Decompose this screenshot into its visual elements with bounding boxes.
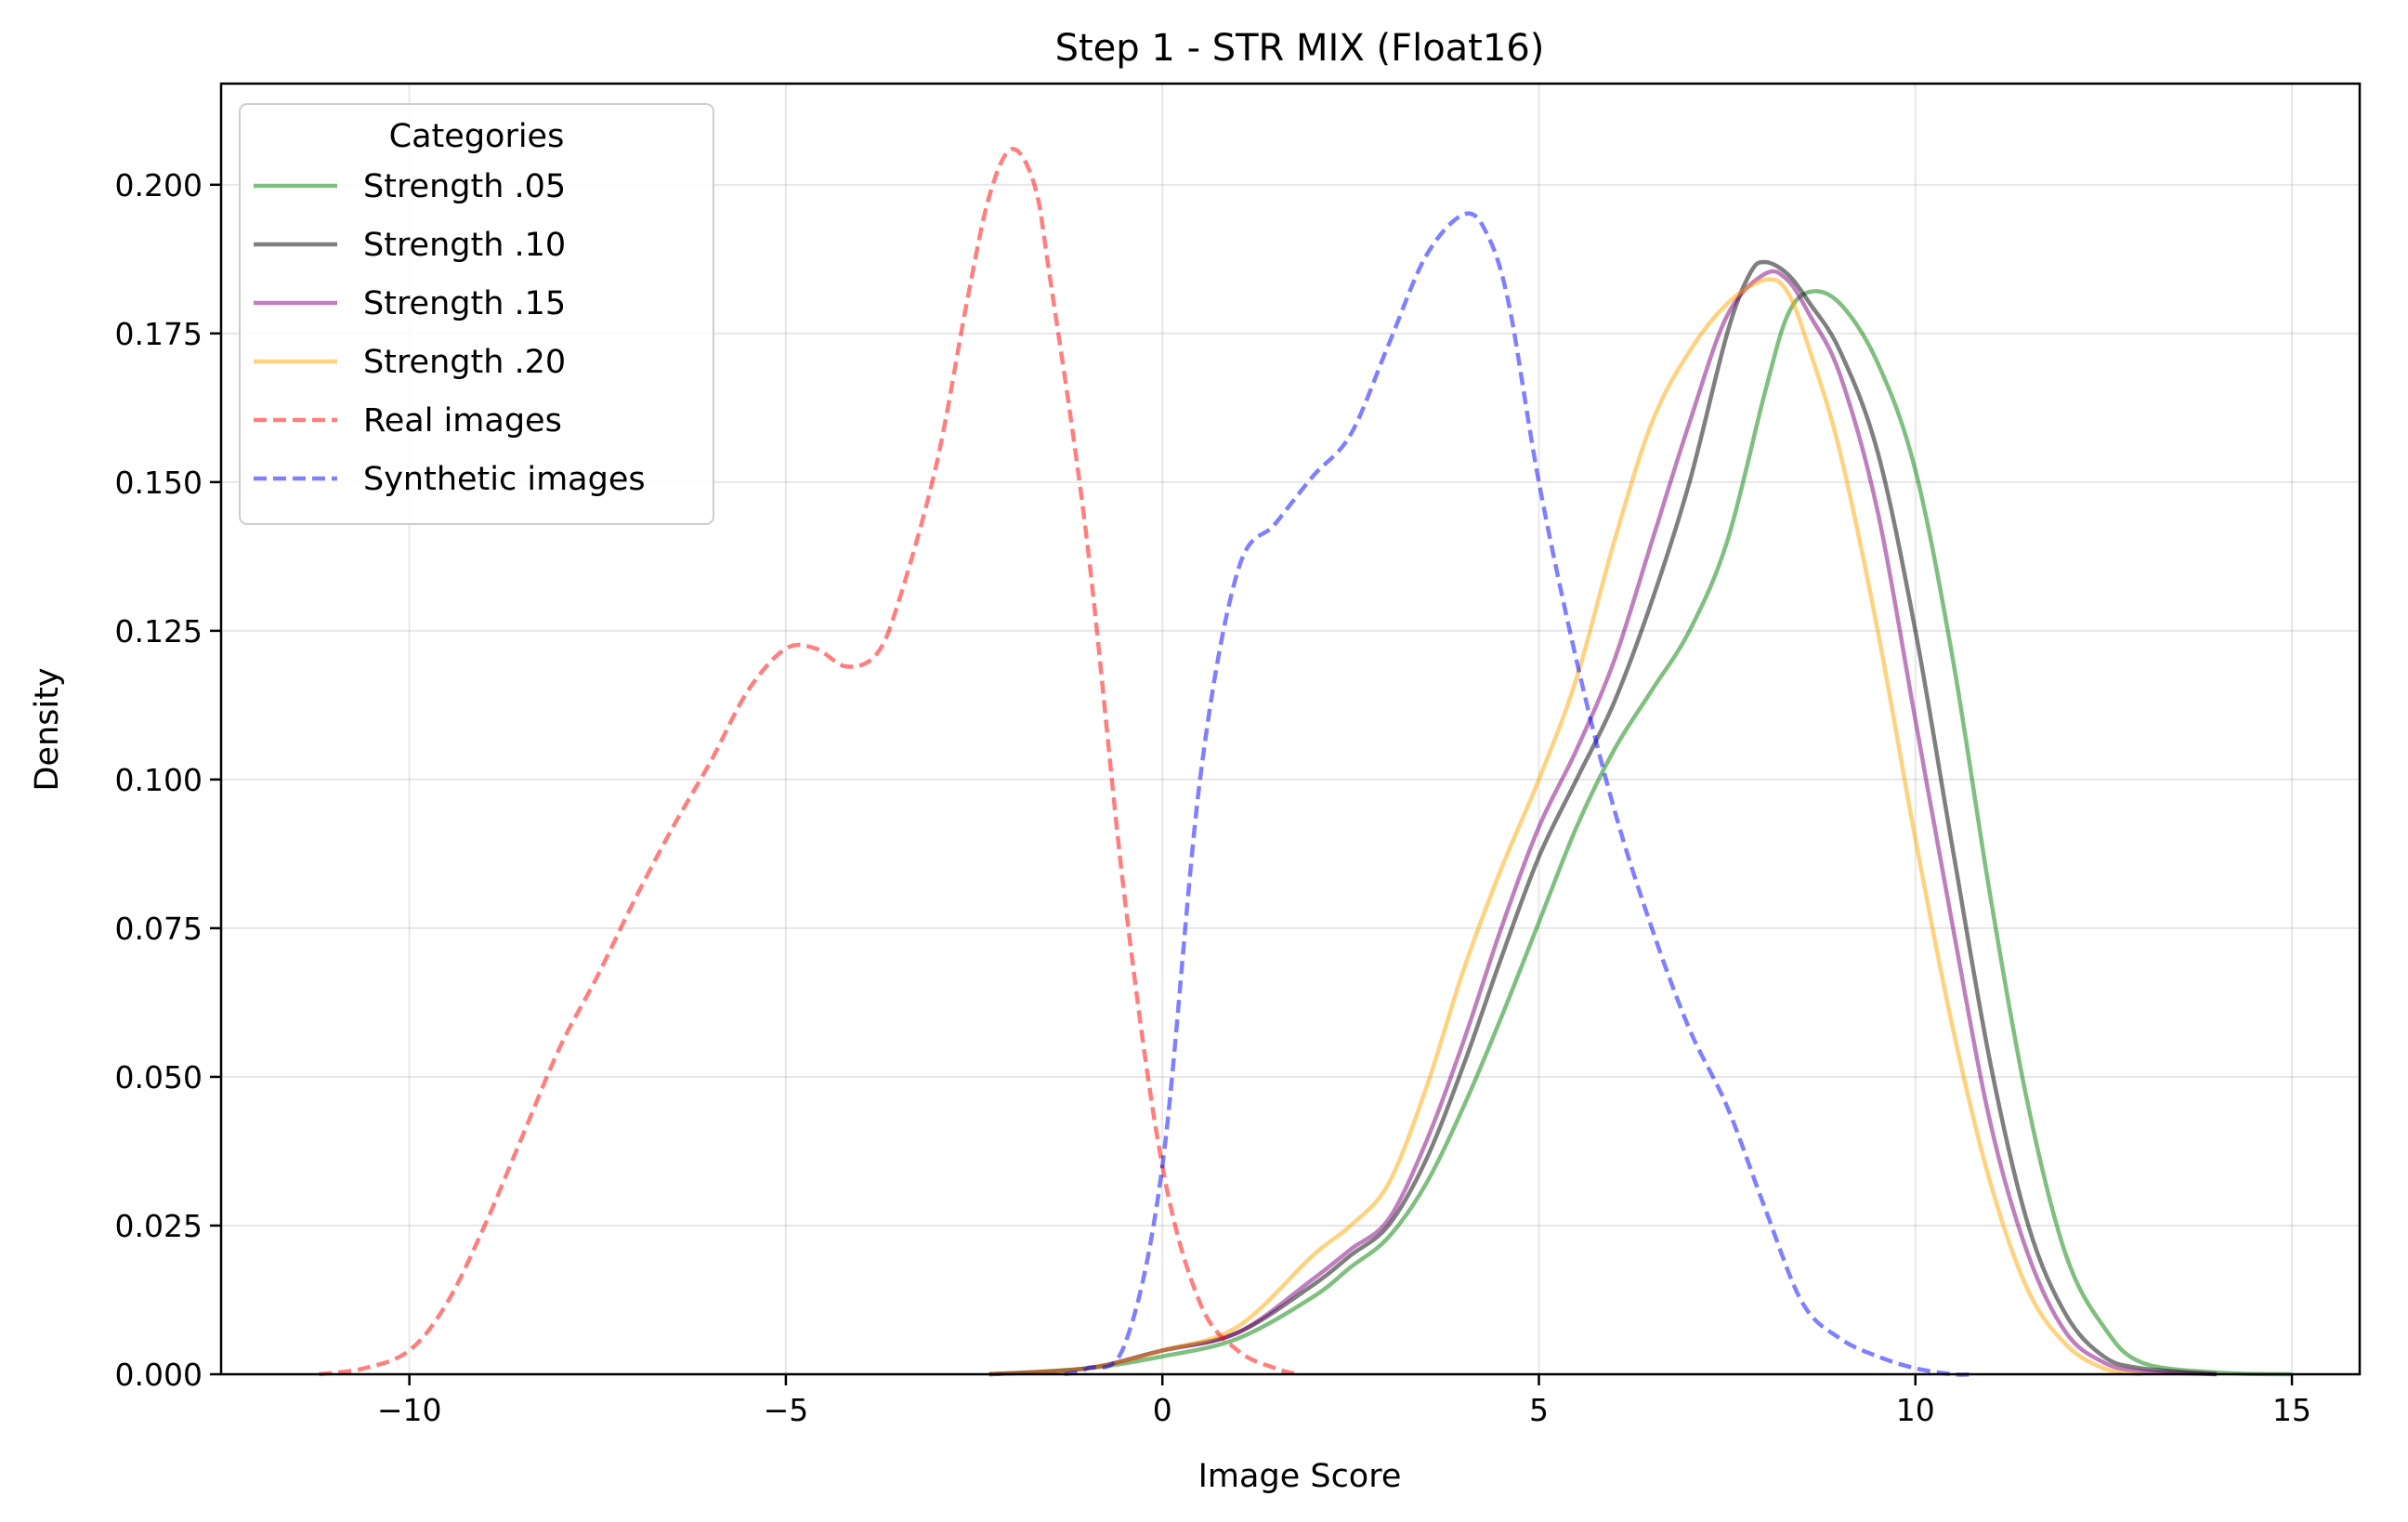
y-tick-label: 0.125 bbox=[115, 613, 203, 649]
legend-title: Categories bbox=[389, 118, 565, 155]
series-line-strength-20 bbox=[988, 277, 2142, 1377]
series-line-real-images bbox=[319, 147, 1299, 1377]
series-line-strength-15 bbox=[988, 269, 2218, 1377]
x-tick-label: −10 bbox=[377, 1392, 442, 1428]
y-tick-label: 0.000 bbox=[115, 1357, 203, 1393]
x-axis-title: Image Score bbox=[1198, 1458, 1402, 1495]
y-tick-label: 0.150 bbox=[115, 465, 203, 501]
series-line-strength-05 bbox=[988, 289, 2293, 1377]
y-tick-label: 0.025 bbox=[115, 1208, 203, 1244]
y-tick-label: 0.075 bbox=[115, 911, 203, 947]
legend-box bbox=[239, 103, 714, 525]
y-tick-label: 0.050 bbox=[115, 1059, 203, 1096]
grid bbox=[221, 84, 2360, 1375]
legend-label-strength-05: Strength .05 bbox=[363, 168, 566, 205]
x-tick-label: 10 bbox=[1896, 1392, 1935, 1428]
legend-entries: Strength .05 Strength .10 Strength .15 Stre… bbox=[254, 168, 646, 498]
legend-label-strength-15: Strength .15 bbox=[363, 285, 566, 322]
y-axis-title: Density bbox=[29, 667, 66, 791]
series-lines bbox=[319, 147, 2293, 1377]
y-tick-label: 0.200 bbox=[115, 167, 203, 203]
plot-frame bbox=[219, 82, 2362, 1376]
x-tick-label: 15 bbox=[2272, 1392, 2311, 1428]
x-tick-label: 5 bbox=[1529, 1392, 1549, 1428]
legend-label-real-images: Real images bbox=[363, 402, 562, 440]
x-tick-label: 0 bbox=[1153, 1392, 1172, 1428]
axis-ticks: −10 −5 0 5 10 15 0.000 0.025 0.050 0.075 0.100 0.12… bbox=[115, 167, 2312, 1428]
x-tick-label: −5 bbox=[764, 1392, 809, 1428]
series-line-strength-10 bbox=[988, 259, 2218, 1377]
legend-label-strength-10: Strength .10 bbox=[363, 227, 566, 264]
chart-title: Step 1 - STR MIX (Float16) bbox=[1055, 27, 1545, 70]
legend-label-strength-20: Strength .20 bbox=[363, 344, 566, 381]
y-tick-label: 0.175 bbox=[115, 316, 203, 352]
series-line-synthetic-images bbox=[1064, 211, 1976, 1377]
y-tick-label: 0.100 bbox=[115, 762, 203, 798]
legend-label-synthetic-images: Synthetic images bbox=[363, 461, 646, 498]
